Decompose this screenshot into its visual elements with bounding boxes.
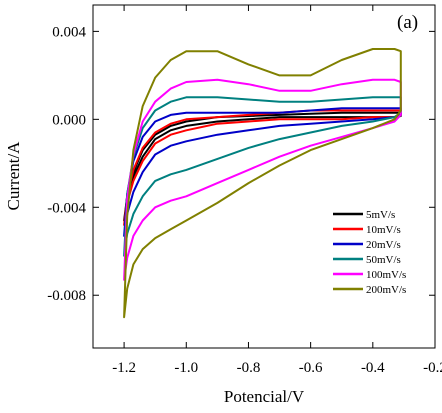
legend-label: 200mV/s xyxy=(366,284,406,296)
legend: 5mV/s 10mV/s 20mV/s 50mV/s 100mV/s 200mV/s xyxy=(333,209,406,296)
x-axis-title: Potencial/V xyxy=(224,387,305,406)
panel-label: (a) xyxy=(397,12,418,33)
series-line xyxy=(123,48,402,319)
plot-frame xyxy=(92,4,436,349)
legend-label: 50mV/s xyxy=(366,254,401,266)
x-tick-label: -1.0 xyxy=(174,360,198,376)
y-tick-label: -0.004 xyxy=(47,200,86,216)
x-tick-label: -0.8 xyxy=(237,360,261,376)
legend-label: 10mV/s xyxy=(366,224,401,236)
y-tick-label: 0.000 xyxy=(52,112,86,128)
x-tick-label: -0.4 xyxy=(361,360,385,376)
x-tick-label: -0.2 xyxy=(423,360,442,376)
x-tick-label: -0.6 xyxy=(299,360,323,376)
axes-layer: -1.2 -1.0 -0.8 -0.6 -0.4 -0.2 0.004 0.000 -0.004… xyxy=(47,5,442,376)
legend-label: 5mV/s xyxy=(366,209,395,221)
y-tick-label: 0.004 xyxy=(52,24,86,40)
y-axis-title: Current/A xyxy=(4,141,23,211)
legend-label: 20mV/s xyxy=(366,239,401,251)
legend-label: 100mV/s xyxy=(366,269,406,281)
y-tick-label: -0.008 xyxy=(47,288,86,304)
curves-layer xyxy=(123,48,402,319)
x-tick-label: -1.2 xyxy=(112,360,136,376)
